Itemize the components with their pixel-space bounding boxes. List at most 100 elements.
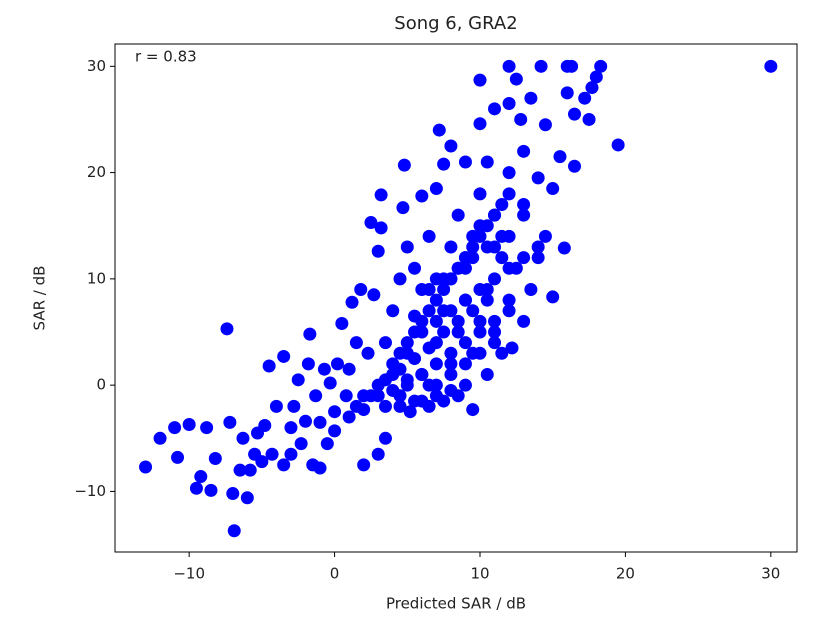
point (422, 282, 436, 296)
point (378, 399, 392, 413)
point (378, 336, 392, 350)
point (415, 368, 429, 382)
point (502, 97, 516, 111)
x-tick-label: 30 (761, 565, 780, 583)
point (422, 341, 436, 355)
point (565, 59, 579, 73)
point (393, 346, 407, 360)
point (458, 336, 472, 350)
point (524, 282, 538, 296)
point (258, 419, 272, 433)
x-axis-label: Predicted SAR / dB (386, 595, 526, 613)
y-tick-label: −10 (74, 482, 106, 500)
point (371, 244, 385, 258)
point (473, 73, 487, 87)
point (422, 304, 436, 318)
point (557, 241, 571, 255)
point (480, 155, 494, 169)
point (531, 240, 545, 254)
point (415, 325, 429, 339)
point (371, 447, 385, 461)
point (488, 102, 502, 116)
point (374, 188, 388, 202)
point (171, 450, 185, 464)
point (194, 470, 208, 484)
point (594, 59, 608, 73)
point (397, 158, 411, 172)
point (262, 359, 276, 373)
point (568, 107, 582, 121)
point (495, 197, 509, 211)
point (200, 421, 214, 435)
point (284, 421, 298, 435)
point (517, 208, 531, 222)
y-tick-label: 10 (87, 269, 106, 287)
point (437, 157, 451, 171)
point (505, 341, 519, 355)
y-tick-label: 20 (87, 163, 106, 181)
point (502, 261, 516, 275)
point (393, 272, 407, 286)
point (514, 112, 528, 126)
point (294, 437, 308, 451)
point (480, 240, 494, 254)
y-tick-label: 30 (87, 57, 106, 75)
point (444, 304, 458, 318)
point (517, 314, 531, 328)
x-tick-label: 10 (470, 565, 489, 583)
point (437, 282, 451, 296)
point (473, 187, 487, 201)
chart-title: Song 6, GRA2 (394, 13, 517, 34)
point (473, 325, 487, 339)
point (208, 451, 222, 465)
point (509, 72, 523, 86)
point (227, 524, 241, 538)
point (517, 197, 531, 211)
point (429, 293, 443, 307)
point (466, 304, 480, 318)
point (277, 458, 291, 472)
point (367, 288, 381, 302)
point (354, 282, 368, 296)
point (284, 447, 298, 461)
point (393, 362, 407, 376)
point (458, 378, 472, 392)
point (301, 357, 315, 371)
point (342, 410, 356, 424)
point (386, 304, 400, 318)
point (393, 399, 407, 413)
point (400, 240, 414, 254)
point (560, 86, 574, 100)
point (364, 389, 378, 403)
point (345, 295, 359, 309)
point (415, 189, 429, 203)
point (432, 123, 446, 137)
point (255, 455, 269, 469)
point (488, 336, 502, 350)
point (400, 336, 414, 350)
point (444, 346, 458, 360)
point (422, 378, 436, 392)
point (339, 389, 353, 403)
point (480, 368, 494, 382)
point (408, 394, 422, 408)
point (534, 59, 548, 73)
point (444, 383, 458, 397)
point (444, 240, 458, 254)
point (444, 139, 458, 153)
point (473, 314, 487, 328)
point (422, 229, 436, 243)
point (488, 314, 502, 328)
point (473, 219, 487, 233)
point (531, 171, 545, 185)
point (220, 322, 234, 336)
point (153, 431, 167, 445)
point (495, 346, 509, 360)
point (437, 325, 451, 339)
point (317, 362, 331, 376)
point (291, 373, 305, 387)
point (764, 59, 778, 73)
point (204, 483, 218, 497)
y-axis-label: SAR / dB (31, 266, 49, 331)
